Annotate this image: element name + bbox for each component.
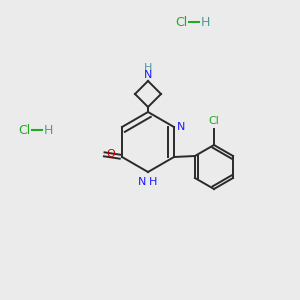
Text: O: O: [106, 149, 115, 159]
Text: H: H: [144, 63, 152, 73]
Text: Cl: Cl: [18, 124, 30, 136]
Text: H: H: [44, 124, 53, 136]
Text: Cl: Cl: [175, 16, 187, 28]
Text: Cl: Cl: [208, 116, 219, 126]
Text: N: N: [177, 122, 185, 132]
Text: N: N: [138, 177, 146, 187]
Text: H: H: [149, 177, 158, 187]
Text: H: H: [201, 16, 210, 28]
Text: N: N: [144, 70, 152, 80]
